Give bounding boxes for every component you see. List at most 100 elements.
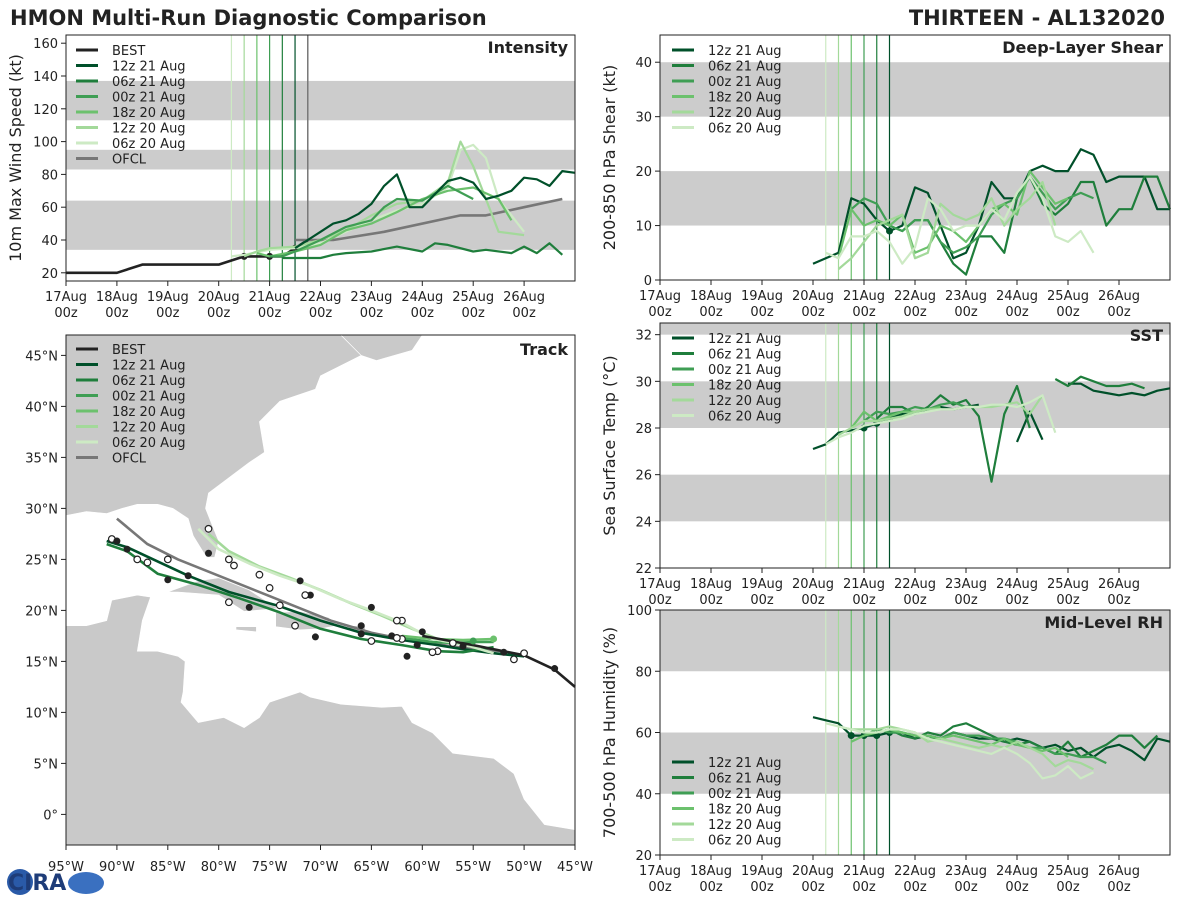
track-xtick-label: 80°W [201,860,237,875]
rh-series-marker [847,732,855,740]
logo-swirl-icon [68,872,104,894]
track-xtick-label: 60°W [404,860,440,875]
rh-series-line [825,722,1094,780]
sst-legend-label: 12z 20 Aug [708,394,782,409]
shear-ytick-label: 0 [644,274,652,289]
rh-title: Mid-Level RH [1044,613,1163,632]
track-xtick-label: 90°W [99,860,135,875]
rh-xtick-label-date: 23Aug [945,864,987,879]
intensity-ytick-label: 160 [33,37,58,52]
intensity-xtick-label-date: 23Aug [350,290,392,305]
track-legend-label: 18z 20 Aug [112,405,186,420]
shear-legend-label: 06z 21 Aug [708,60,782,75]
intensity-panel: 2040608010012014016017Aug00z18Aug00z19Au… [6,34,576,321]
intensity-legend-label: 06z 21 Aug [112,75,186,90]
track-init-marker [490,635,498,643]
shear-xtick-label-hour: 00z [699,305,723,320]
rh-ytick-label: 100 [627,604,652,619]
rh-series-line [838,725,1094,771]
shear-series-line [825,175,1095,265]
track-legend-label: BEST [112,343,145,358]
shear-xtick-label-hour: 00z [750,305,774,320]
rh-xtick-label-hour: 00z [1056,880,1080,895]
track-forecast-marker [301,591,310,599]
shear-xtick-label-date: 23Aug [945,289,987,304]
rh-xtick-label-date: 17Aug [639,864,681,879]
rh-legend-label: 06z 21 Aug [708,772,782,787]
sst-xtick-label-hour: 00z [1005,593,1029,608]
track-ytick-label: 0° [43,808,58,823]
shear-xtick-label-date: 19Aug [741,289,783,304]
rh-ytick-label: 40 [635,788,652,803]
rh-legend-label: 06z 20 Aug [708,834,782,849]
intensity-xtick-label-hour: 00z [462,306,486,321]
shear-series-line [812,148,1170,265]
sst-series-line [1054,375,1145,390]
north-america-land [65,334,362,558]
sst-series-line [1015,410,1044,443]
logo-globe-icon [7,869,33,895]
track-forecast-marker [133,555,142,564]
shear-series-line [837,180,1057,270]
intensity-band-1 [66,149,575,170]
shear-ylabel: 200-850 hPa Shear (kt) [600,65,619,251]
sst-xtick-label-hour: 00z [1107,593,1131,608]
sst-series-line [863,401,967,422]
track-forecast-marker [367,637,376,645]
track-forecast-marker [143,558,152,567]
shear-xtick-label-date: 17Aug [639,289,681,304]
sst-band-2 [660,323,1170,335]
track-xtick-label: 65°W [353,860,389,875]
intensity-series-line [282,242,564,260]
track-forecast-marker [510,655,518,664]
rh-xtick-label-date: 22Aug [894,864,936,879]
track-xtick-label: 50°W [506,860,542,875]
intensity-xtick-label-hour: 00z [258,306,282,321]
sst-panel: 22242628303217Aug00z18Aug00z19Aug00z20Au… [600,322,1171,608]
intensity-series-line [231,143,525,258]
rh-xtick-label-date: 25Aug [1047,864,1089,879]
rh-xtick-label-date: 20Aug [792,864,834,879]
sst-xtick-label-date: 22Aug [894,577,936,592]
sst-xtick-label-date: 26Aug [1098,577,1140,592]
track-forecast-marker [275,601,284,610]
shear-xtick-label-date: 22Aug [894,289,936,304]
rh-xtick-label-hour: 00z [903,880,927,895]
rh-xtick-label-hour: 00z [801,880,825,895]
track-title: Track [520,340,568,359]
track-xtick-label: 85°W [150,860,186,875]
intensity-xtick-label-date: 19Aug [147,290,189,305]
intensity-xtick-label-hour: 00z [54,306,78,321]
figure-title-right: THIRTEEN - AL132020 [909,6,1165,30]
shear-xtick-label-date: 26Aug [1098,289,1140,304]
track-legend-label: OFCL [112,452,147,467]
jamaica-land [235,626,257,633]
rh-ylabel: 700-500 hPa Humidity (%) [600,627,619,838]
shear-legend-label: 12z 20 Aug [708,106,782,121]
sst-xtick-label-date: 23Aug [945,577,987,592]
intensity-band-2 [66,80,575,121]
track-ytick-label: 20°N [25,604,58,619]
track-xtick-label: 45°W [557,860,593,875]
intensity-title: Intensity [488,38,569,57]
track-position-marker [357,630,365,638]
sst-legend-label: 00z 21 Aug [708,363,782,378]
shear-legend-label: 18z 20 Aug [708,91,782,106]
track-position-marker [459,642,467,650]
figure-title-left: HMON Multi-Run Diagnostic Comparison [10,6,487,30]
logo-text: CIRA [8,871,66,896]
shear-xtick-label-date: 24Aug [996,289,1038,304]
intensity-legend-label: 00z 21 Aug [112,91,186,106]
sst-xtick-label-hour: 00z [852,593,876,608]
rh-band-1 [660,610,1170,672]
sst-series-line [876,384,1031,483]
rh-xtick-label-date: 19Aug [741,864,783,879]
rh-ytick-label: 20 [635,849,652,864]
shear-xtick-label-hour: 00z [1107,305,1131,320]
track-position-marker [403,652,411,660]
track-init-marker [469,637,477,645]
track-forecast-marker [230,561,238,570]
intensity-xtick-label-date: 17Aug [45,290,87,305]
shear-xtick-label-hour: 00z [903,305,927,320]
